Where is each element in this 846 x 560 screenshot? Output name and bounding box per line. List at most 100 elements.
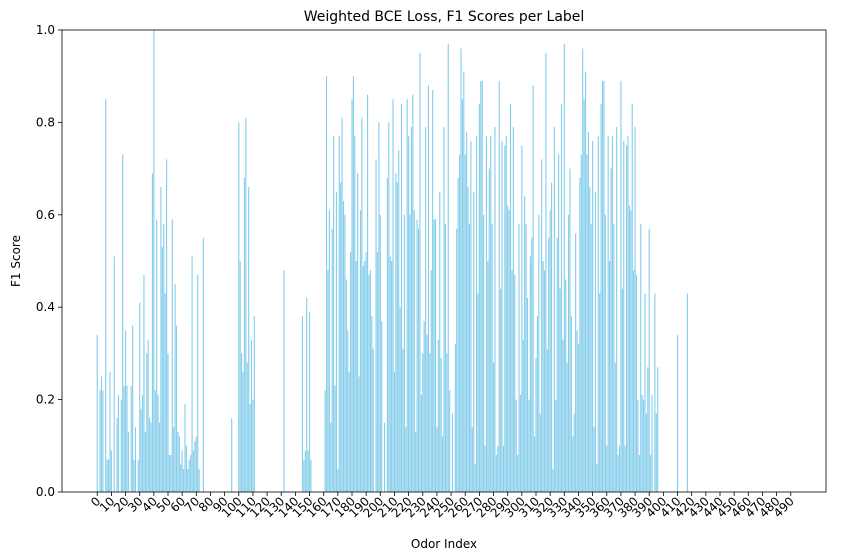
bar — [491, 224, 493, 493]
bar — [515, 399, 517, 492]
bar — [415, 431, 417, 492]
bar — [116, 418, 118, 492]
bar — [160, 187, 162, 492]
bar — [361, 117, 363, 492]
bar — [188, 459, 190, 492]
bar — [430, 270, 432, 492]
bar — [388, 122, 390, 493]
bar — [550, 182, 553, 492]
bar — [410, 127, 413, 493]
bar — [178, 436, 180, 492]
bar — [367, 94, 369, 493]
bar — [614, 362, 616, 492]
bar — [471, 427, 473, 492]
bar — [348, 371, 350, 492]
bar — [481, 80, 483, 492]
bar — [413, 210, 415, 492]
bar — [635, 274, 638, 492]
bar — [113, 256, 115, 492]
bar — [466, 131, 468, 492]
bar — [495, 455, 497, 492]
bar — [386, 177, 388, 492]
bar — [613, 224, 615, 493]
bar — [242, 371, 244, 492]
bar — [106, 459, 108, 492]
bar — [338, 136, 340, 492]
bar — [164, 293, 166, 492]
bar — [308, 311, 311, 492]
bar — [534, 436, 536, 492]
bar — [379, 214, 381, 493]
bar — [638, 455, 640, 492]
bar — [250, 339, 253, 492]
bar — [174, 284, 176, 492]
bar — [341, 117, 343, 492]
bar — [391, 261, 393, 492]
bar — [335, 191, 338, 492]
bar — [546, 348, 548, 492]
bar — [525, 224, 527, 493]
bar — [102, 390, 104, 492]
bar — [505, 136, 507, 492]
bar — [628, 205, 630, 492]
bar — [127, 431, 129, 492]
bar — [526, 297, 529, 492]
bar — [345, 279, 347, 492]
bar — [610, 168, 612, 492]
bar — [194, 441, 196, 492]
bar — [198, 468, 200, 492]
bar — [627, 136, 629, 492]
bar — [457, 177, 459, 492]
bar — [562, 339, 564, 492]
bar — [354, 136, 356, 492]
bar — [392, 99, 394, 493]
bar — [517, 455, 519, 492]
bar — [180, 464, 182, 492]
bar — [620, 80, 622, 492]
bar — [529, 256, 531, 492]
bar — [195, 436, 197, 492]
bar — [494, 127, 496, 493]
bar — [107, 459, 110, 492]
bar — [190, 455, 192, 492]
bar — [657, 367, 659, 492]
bar — [474, 464, 476, 492]
bar — [577, 344, 580, 492]
bar — [584, 71, 587, 492]
bar — [158, 422, 161, 492]
bar — [304, 450, 306, 492]
bar — [325, 76, 328, 492]
bar — [303, 459, 305, 492]
bar — [175, 325, 178, 492]
bar — [398, 150, 400, 492]
bar — [436, 427, 438, 492]
bar — [444, 224, 446, 493]
bar — [96, 334, 98, 492]
bar — [559, 288, 561, 492]
bar — [599, 293, 601, 492]
bar — [358, 376, 360, 492]
bar — [337, 468, 339, 492]
bar — [508, 210, 510, 492]
bar — [624, 445, 626, 492]
bar — [408, 136, 410, 492]
bar — [560, 103, 563, 493]
bar — [686, 293, 689, 492]
bar — [497, 445, 499, 492]
bar — [347, 330, 349, 492]
bar — [655, 413, 657, 492]
bar — [334, 385, 336, 492]
y-tick-label: 0.2 — [36, 393, 55, 407]
bar — [521, 145, 523, 492]
bar — [123, 385, 125, 492]
bar — [171, 219, 173, 493]
bar — [184, 404, 186, 492]
bar — [519, 394, 521, 492]
bar — [369, 270, 371, 492]
bar — [241, 353, 243, 492]
bar — [488, 168, 490, 492]
bar — [633, 270, 635, 492]
bar — [330, 422, 332, 492]
bar — [630, 210, 632, 492]
bar — [443, 127, 445, 493]
